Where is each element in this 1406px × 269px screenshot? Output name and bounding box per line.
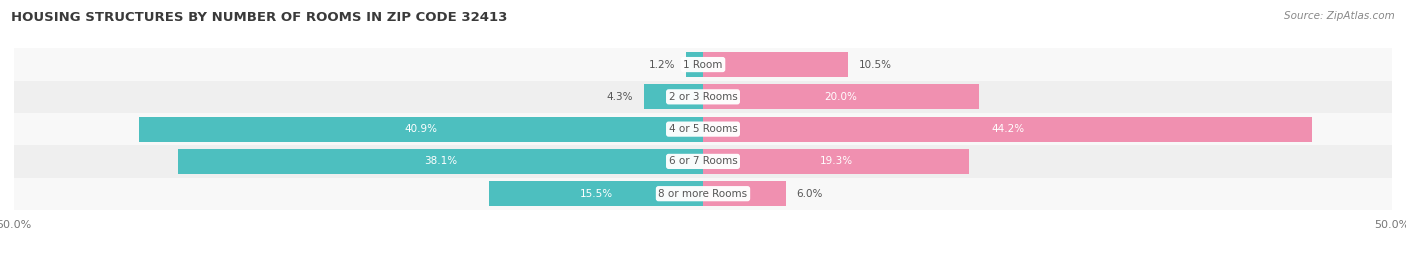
Text: HOUSING STRUCTURES BY NUMBER OF ROOMS IN ZIP CODE 32413: HOUSING STRUCTURES BY NUMBER OF ROOMS IN… <box>11 11 508 24</box>
Bar <box>703 84 979 109</box>
Text: 1.2%: 1.2% <box>650 59 675 70</box>
Bar <box>703 116 1312 142</box>
Text: Source: ZipAtlas.com: Source: ZipAtlas.com <box>1284 11 1395 21</box>
Bar <box>14 178 1392 210</box>
Text: 44.2%: 44.2% <box>991 124 1024 134</box>
Text: 2 or 3 Rooms: 2 or 3 Rooms <box>669 92 737 102</box>
Bar <box>179 149 703 174</box>
Bar <box>139 116 703 142</box>
Text: 6 or 7 Rooms: 6 or 7 Rooms <box>669 156 737 167</box>
Bar <box>703 149 969 174</box>
Bar <box>703 52 848 77</box>
Bar <box>686 52 703 77</box>
Text: 4 or 5 Rooms: 4 or 5 Rooms <box>669 124 737 134</box>
Text: 20.0%: 20.0% <box>824 92 858 102</box>
Text: 1 Room: 1 Room <box>683 59 723 70</box>
Text: 6.0%: 6.0% <box>797 189 823 199</box>
Text: 10.5%: 10.5% <box>859 59 891 70</box>
Text: 40.9%: 40.9% <box>405 124 437 134</box>
Bar <box>489 181 703 206</box>
Bar <box>703 181 786 206</box>
Bar <box>14 113 1392 145</box>
Bar <box>644 84 703 109</box>
Text: 4.3%: 4.3% <box>606 92 633 102</box>
Bar <box>14 48 1392 81</box>
Text: 8 or more Rooms: 8 or more Rooms <box>658 189 748 199</box>
Text: 15.5%: 15.5% <box>579 189 613 199</box>
Text: 19.3%: 19.3% <box>820 156 852 167</box>
Bar <box>14 81 1392 113</box>
Bar <box>14 145 1392 178</box>
Text: 38.1%: 38.1% <box>425 156 457 167</box>
